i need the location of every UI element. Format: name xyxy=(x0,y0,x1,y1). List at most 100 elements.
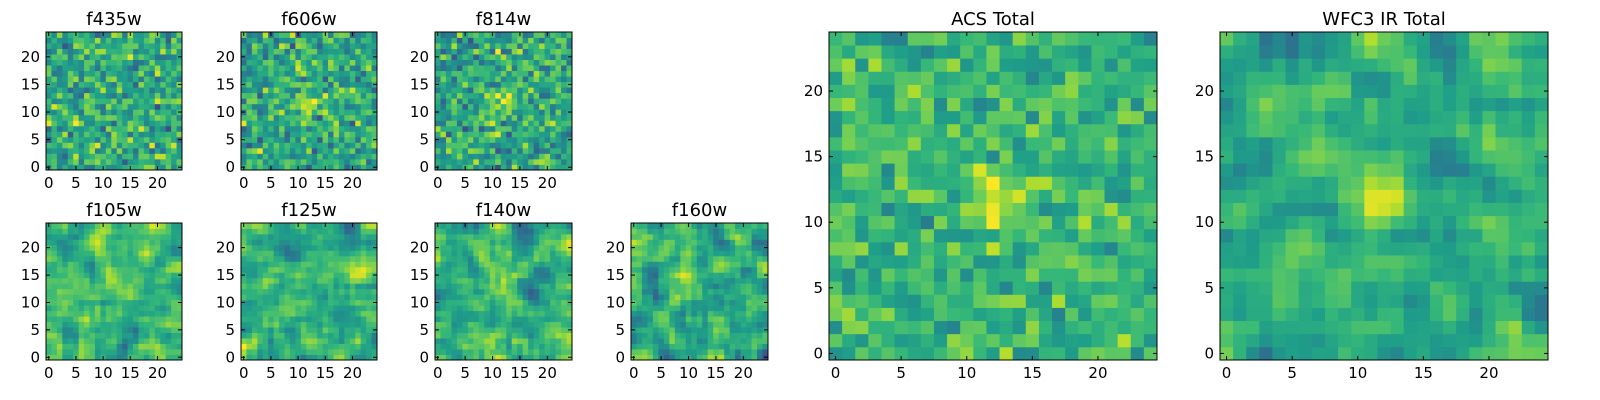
heatmap-cell xyxy=(338,223,345,229)
heatmap-cell xyxy=(317,65,323,72)
heatmap-cell xyxy=(360,158,367,165)
heatmap-cell xyxy=(241,43,247,49)
heatmap-cell xyxy=(636,299,643,306)
heatmap-cell xyxy=(246,65,253,72)
heatmap-cell xyxy=(262,250,269,257)
heatmap-cell xyxy=(160,250,167,257)
heatmap-cell xyxy=(306,92,313,99)
heatmap-cell xyxy=(517,277,524,284)
heatmap-cell xyxy=(262,261,269,268)
heatmap-cell xyxy=(473,283,480,290)
heatmap-cell xyxy=(467,244,474,251)
heatmap-cell xyxy=(349,92,356,99)
heatmap-cell xyxy=(165,98,172,105)
heatmap-cell xyxy=(333,327,340,333)
heatmap-cell xyxy=(522,142,529,149)
heatmap-cell xyxy=(550,305,556,312)
heatmap-cell xyxy=(279,338,285,344)
heatmap-cell xyxy=(111,87,118,94)
heatmap-cell xyxy=(46,59,52,66)
heatmap-cell xyxy=(456,223,463,229)
heatmap-cell xyxy=(333,343,340,350)
heatmap-cell xyxy=(702,349,709,355)
heatmap-cell xyxy=(539,327,545,333)
heatmap-cell xyxy=(435,48,441,55)
heatmap-cell xyxy=(241,288,247,295)
heatmap-cell xyxy=(268,255,275,262)
heatmap-cell xyxy=(500,98,507,105)
heatmap-cell xyxy=(246,338,253,344)
heatmap-cell xyxy=(344,255,351,262)
heatmap-cell xyxy=(1078,176,1092,190)
heatmap-cell xyxy=(306,103,313,110)
heatmap-cell xyxy=(696,349,703,355)
heatmap-cell xyxy=(116,327,123,333)
heatmap-cell xyxy=(674,288,681,295)
heatmap-cell xyxy=(262,81,269,88)
heatmap-cell xyxy=(251,92,258,99)
heatmap-cell xyxy=(51,349,58,355)
heatmap-cell xyxy=(78,332,85,339)
heatmap-cell xyxy=(751,294,758,301)
heatmap-cell xyxy=(740,283,747,290)
heatmap-cell xyxy=(371,332,378,339)
heatmap-cell xyxy=(713,316,720,323)
heatmap-cell xyxy=(451,70,458,77)
heatmap-cell xyxy=(685,239,692,246)
heatmap-cell xyxy=(67,283,74,290)
heatmap-cell xyxy=(355,354,362,361)
heatmap-cell xyxy=(933,307,948,322)
heatmap-cell xyxy=(138,233,145,240)
heatmap-cell xyxy=(729,349,736,355)
heatmap-cell xyxy=(246,98,253,105)
heatmap-cell xyxy=(451,239,458,246)
heatmap-cell xyxy=(317,70,323,77)
heatmap-cell xyxy=(561,338,567,344)
heatmap-cell xyxy=(306,354,313,361)
heatmap-cell xyxy=(111,147,118,154)
heatmap-cell xyxy=(241,87,247,94)
heatmap-cell xyxy=(62,233,69,240)
heatmap-cell xyxy=(456,266,463,273)
heatmap-cell xyxy=(751,305,758,312)
heatmap-cell xyxy=(550,261,556,268)
heatmap-cell xyxy=(467,131,474,138)
heatmap-cell xyxy=(680,244,687,251)
heatmap-cell xyxy=(506,98,513,105)
heatmap-cell xyxy=(696,327,703,333)
heatmap-cell xyxy=(702,294,709,301)
heatmap-cell xyxy=(149,327,156,333)
heatmap-cell xyxy=(338,327,345,333)
heatmap-cell xyxy=(724,338,731,344)
heatmap-cell xyxy=(333,239,340,246)
heatmap-cell xyxy=(440,76,447,83)
heatmap-cell xyxy=(539,37,545,44)
heatmap-cell xyxy=(111,125,118,132)
heatmap-cell xyxy=(306,81,313,88)
heatmap-cell xyxy=(344,321,351,328)
heatmap-cell xyxy=(100,266,107,273)
heatmap-cell xyxy=(51,76,58,83)
heatmap-cell xyxy=(333,158,340,165)
heatmap-cell xyxy=(366,244,372,251)
heatmap-cell xyxy=(445,332,452,339)
heatmap-cell xyxy=(279,272,285,279)
heatmap-cell xyxy=(360,147,367,154)
heatmap-cell xyxy=(960,281,974,295)
heatmap-cell xyxy=(84,54,90,60)
heatmap-cell xyxy=(533,37,540,44)
heatmap-cell xyxy=(685,299,692,306)
heatmap-cell xyxy=(456,250,463,257)
heatmap-cell xyxy=(300,244,307,251)
heatmap-cell xyxy=(933,241,948,256)
heatmap-cell xyxy=(268,283,275,290)
heatmap-cell xyxy=(440,244,447,251)
heatmap-cell xyxy=(116,288,123,295)
heatmap-cell xyxy=(729,316,736,323)
heatmap-cell xyxy=(73,147,80,154)
heatmap-cell xyxy=(149,299,156,306)
heatmap-cell xyxy=(84,233,90,240)
heatmap-cell xyxy=(445,233,452,240)
y-tick-label: 0 xyxy=(225,158,235,176)
heatmap-cell xyxy=(67,70,74,77)
